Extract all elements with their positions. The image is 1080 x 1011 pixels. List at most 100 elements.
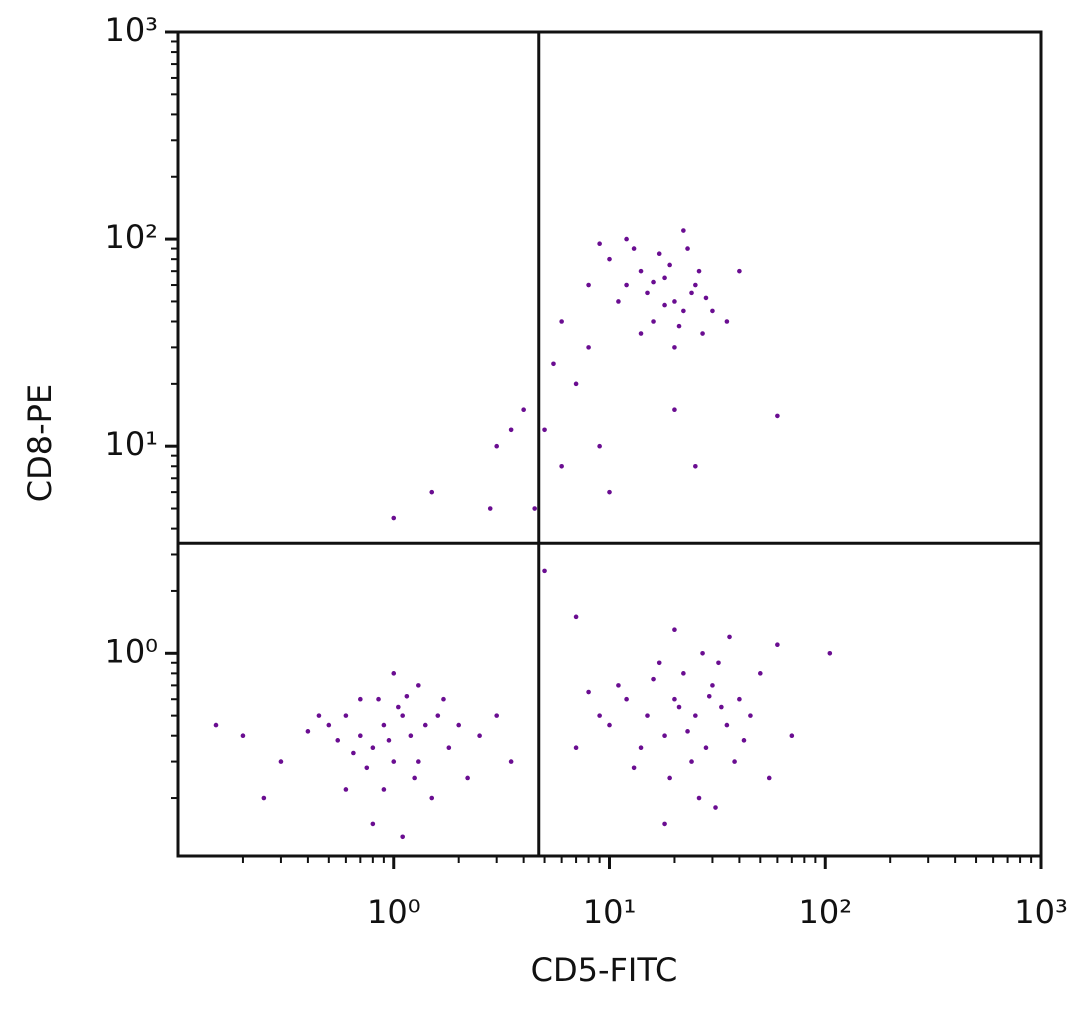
point [616, 683, 621, 688]
point [391, 671, 397, 676]
point [638, 268, 644, 274]
point [586, 345, 591, 350]
point [573, 614, 579, 620]
point [343, 713, 349, 718]
point [693, 713, 698, 718]
point [381, 787, 387, 792]
point [645, 713, 650, 718]
point [693, 463, 698, 469]
point [542, 568, 547, 574]
point [508, 759, 514, 764]
point [597, 443, 602, 449]
point [386, 738, 392, 743]
point [391, 515, 397, 521]
point [716, 660, 721, 666]
point [696, 268, 702, 274]
point [703, 295, 709, 301]
point [727, 634, 732, 640]
point [700, 650, 705, 656]
point [429, 489, 435, 495]
point [719, 704, 724, 710]
point [696, 795, 702, 801]
point [494, 443, 499, 449]
point [305, 729, 311, 734]
point [532, 506, 537, 511]
point [607, 256, 612, 262]
point [376, 696, 381, 702]
point [672, 407, 677, 413]
point [667, 775, 672, 781]
point [681, 228, 686, 233]
point [638, 331, 644, 336]
point [631, 765, 637, 771]
y-tick-label: 10³ [104, 11, 158, 49]
point [358, 696, 363, 702]
plot-frame [176, 30, 1043, 858]
point [416, 759, 421, 764]
point [703, 745, 709, 751]
y-tick-label: 10⁰ [104, 632, 158, 670]
point [672, 627, 677, 632]
point [624, 282, 629, 288]
point [607, 489, 612, 495]
point [741, 738, 747, 743]
y-axis-title: CD8-PE [21, 384, 59, 502]
point [435, 713, 441, 718]
point [624, 696, 629, 702]
point [737, 696, 742, 702]
point [335, 738, 341, 743]
point [662, 733, 667, 739]
point [748, 713, 753, 718]
point [710, 308, 715, 314]
point [689, 290, 694, 296]
point [676, 323, 682, 329]
point [441, 696, 446, 702]
point [662, 302, 667, 308]
point [685, 729, 690, 734]
point [240, 733, 246, 739]
point [429, 795, 435, 801]
point [408, 733, 414, 739]
point [651, 319, 656, 324]
point [645, 290, 650, 296]
point [316, 713, 322, 718]
point [494, 713, 499, 718]
point [521, 407, 526, 413]
point [775, 413, 780, 419]
point [586, 282, 591, 288]
point [766, 775, 772, 781]
point [416, 683, 421, 688]
point [607, 722, 612, 728]
y-tick-label: 10² [104, 218, 158, 256]
point [391, 759, 397, 764]
point [465, 775, 470, 781]
point [624, 236, 629, 242]
point [597, 713, 602, 718]
point [278, 759, 284, 764]
point [508, 427, 514, 433]
point [358, 733, 363, 739]
point [651, 676, 656, 682]
x-tick-label: 10³ [1014, 893, 1068, 931]
point [672, 345, 677, 350]
point [559, 319, 564, 324]
point [542, 427, 547, 433]
point [706, 693, 712, 699]
point [631, 246, 637, 251]
point [713, 805, 718, 810]
point [827, 650, 833, 656]
point [343, 787, 349, 792]
point [586, 689, 591, 695]
x-tick-label: 10¹ [583, 893, 637, 931]
point [351, 750, 356, 756]
point [656, 660, 662, 666]
point [662, 275, 667, 281]
point [381, 722, 387, 728]
point [422, 722, 428, 728]
point [261, 795, 267, 801]
point [693, 282, 698, 288]
point [789, 733, 795, 739]
point [724, 722, 730, 728]
point [651, 279, 656, 285]
